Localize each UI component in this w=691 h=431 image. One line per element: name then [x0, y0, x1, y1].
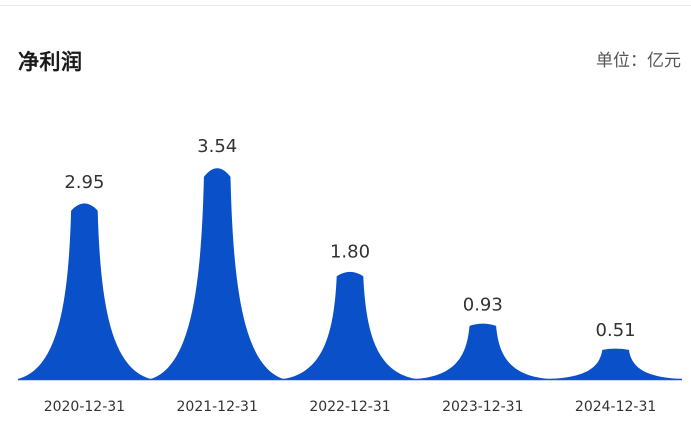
x-tick-label-2024-12-31: 2024-12-31 [575, 399, 656, 415]
chart-title: 净利润 [18, 50, 83, 74]
top-divider [0, 0, 691, 6]
value-label-2023-12-31: 0.93 [463, 295, 503, 316]
peak-2023-12-31 [416, 323, 550, 379]
value-label-2024-12-31: 0.51 [596, 320, 636, 341]
peak-2020-12-31 [18, 203, 151, 379]
peak-2022-12-31 [283, 271, 417, 379]
value-label-2020-12-31: 2.95 [64, 172, 104, 193]
x-tick-label-2020-12-31: 2020-12-31 [44, 399, 125, 415]
peak-2021-12-31 [150, 168, 284, 379]
x-tick-label-2021-12-31: 2021-12-31 [177, 399, 258, 415]
unit-label: 单位：亿元 [596, 51, 681, 71]
x-tick-label-2022-12-31: 2022-12-31 [309, 399, 390, 415]
chart-header: 净利润 单位：亿元 [0, 40, 691, 76]
x-tick-label-2023-12-31: 2023-12-31 [442, 399, 523, 415]
value-label-2022-12-31: 1.80 [330, 242, 370, 263]
value-label-2021-12-31: 3.54 [197, 136, 237, 157]
peak-2024-12-31 [549, 348, 682, 379]
